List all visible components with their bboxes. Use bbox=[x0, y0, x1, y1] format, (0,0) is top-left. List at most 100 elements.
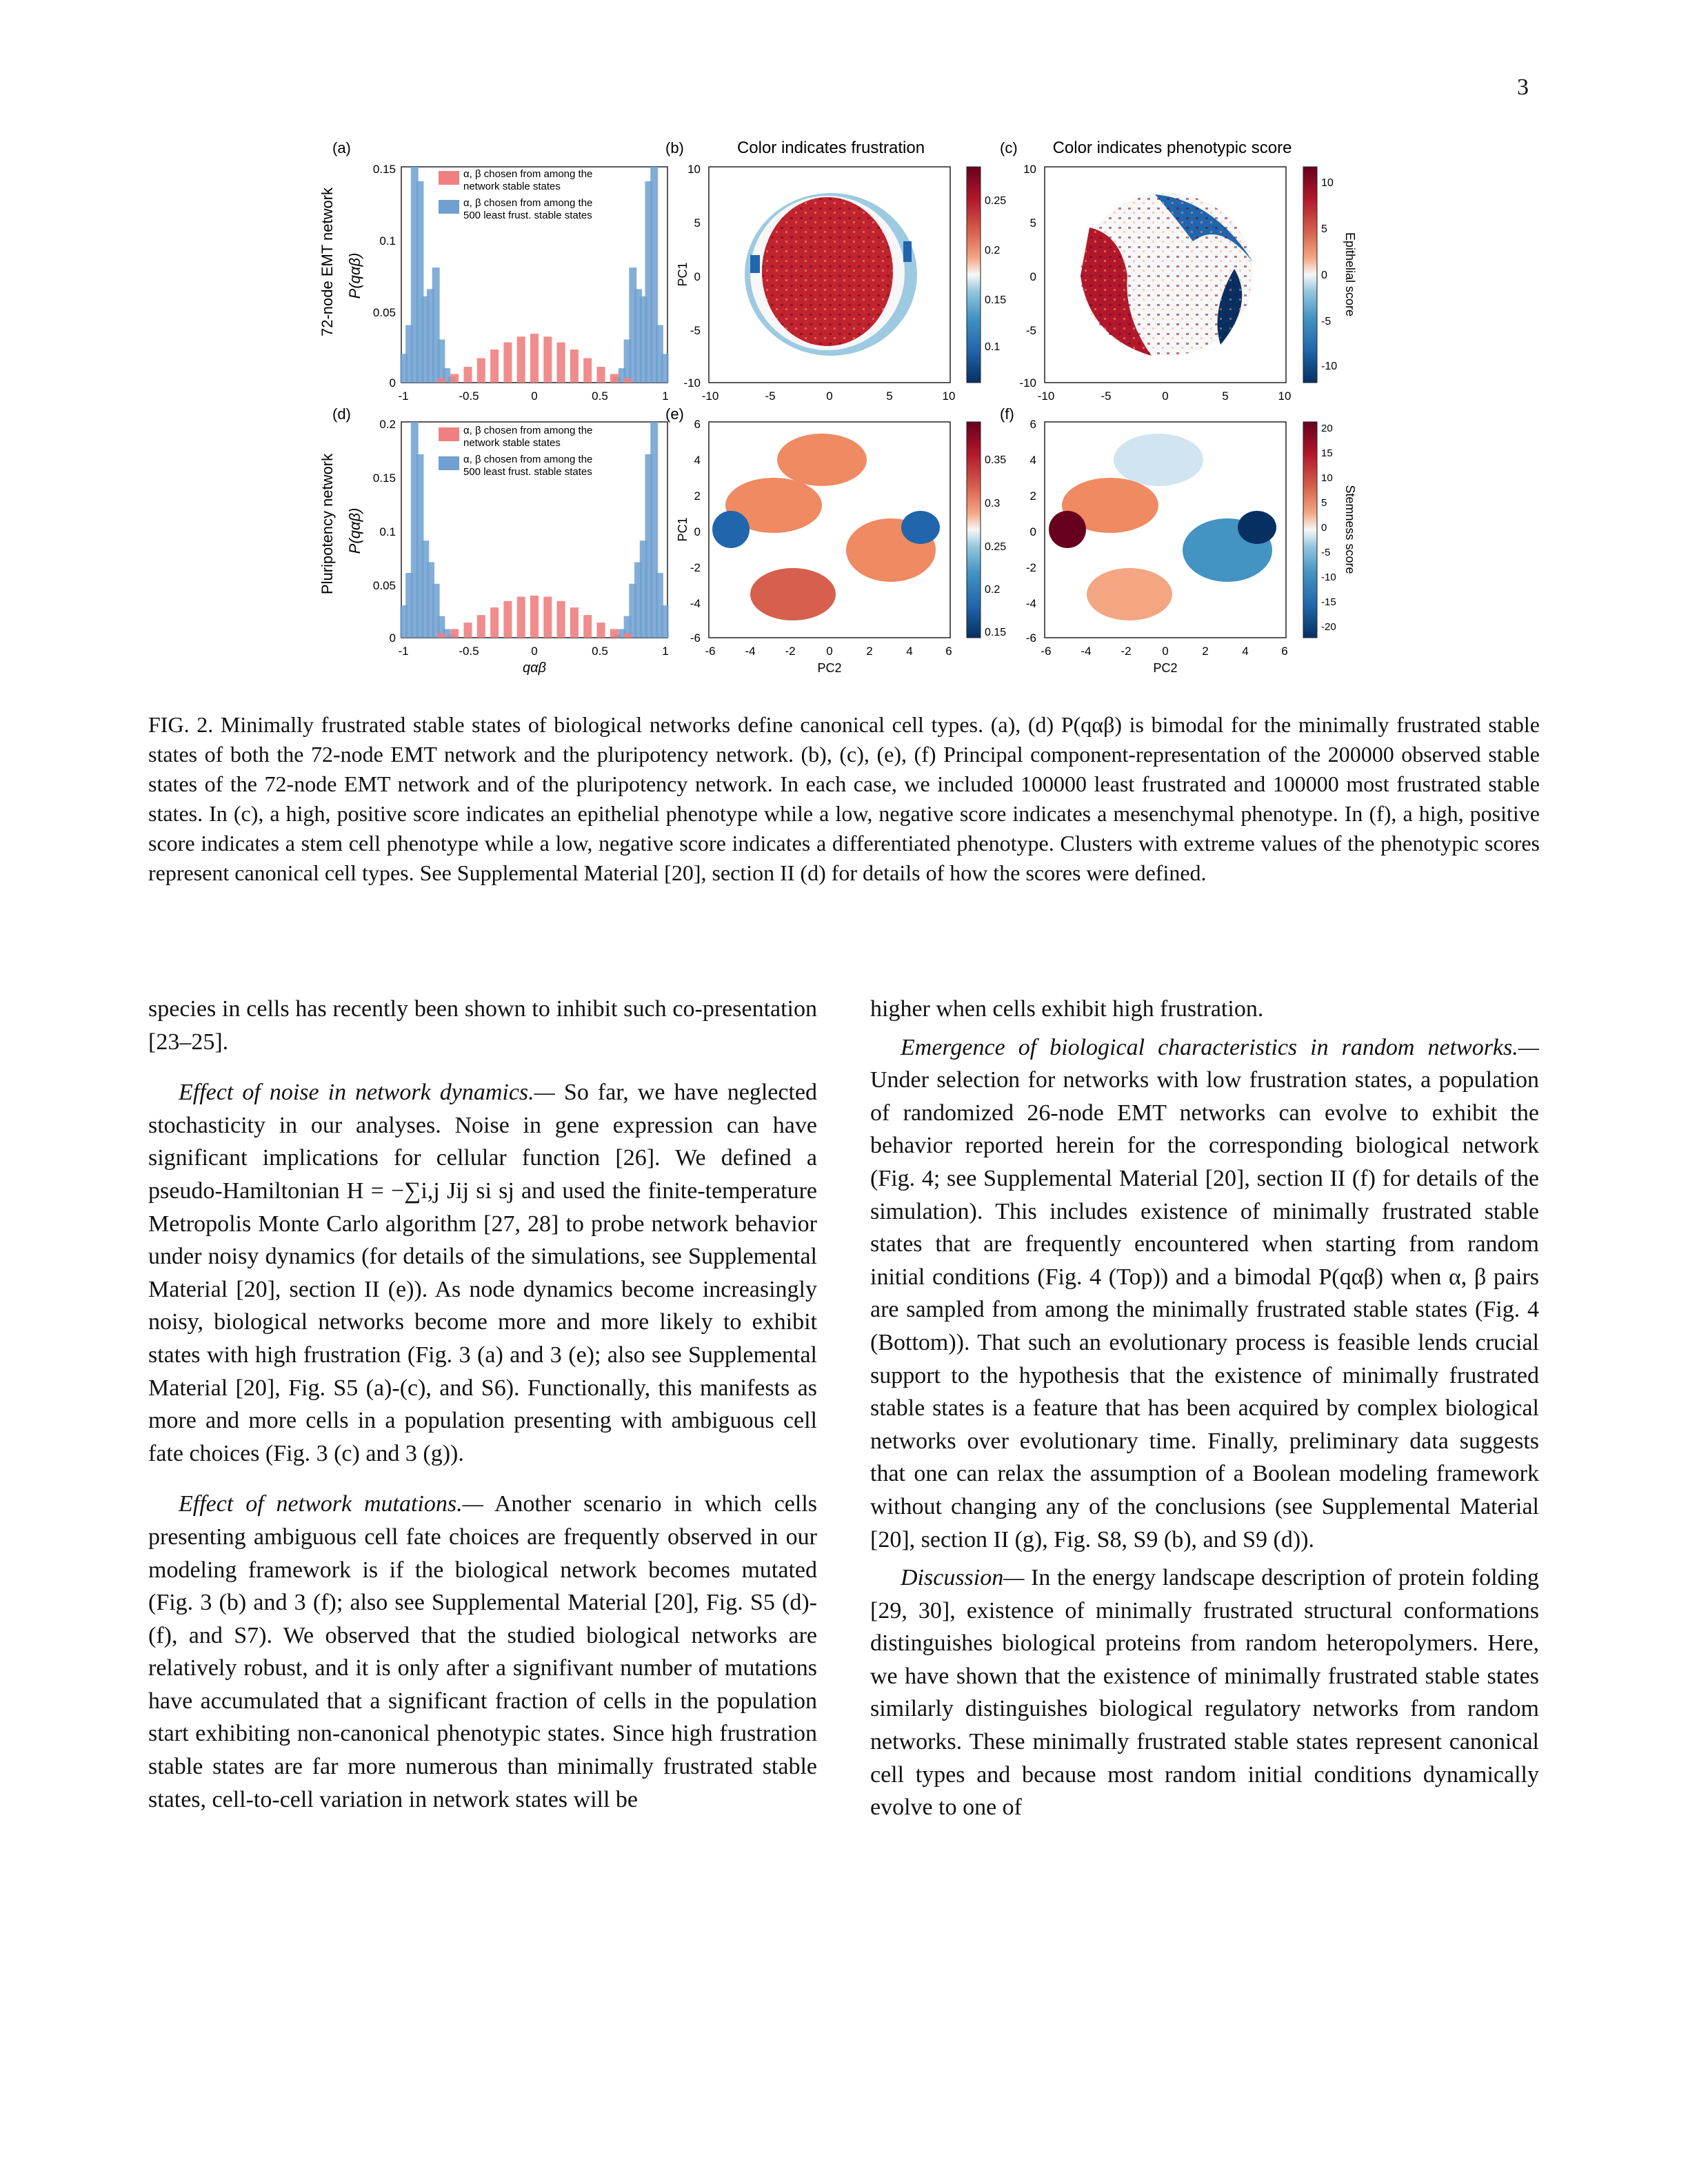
bar-network-states bbox=[436, 633, 445, 638]
legend-blue-swatch bbox=[439, 456, 459, 470]
colorbar-e-tick: 0.2 bbox=[985, 584, 1000, 596]
bar-least-frustrated bbox=[410, 167, 419, 383]
bar-least-frustrated bbox=[629, 267, 637, 383]
pca-b-xtick: 5 bbox=[886, 390, 892, 403]
colorbar-c-tick: 0 bbox=[1321, 270, 1327, 281]
pca-c-ytick: 5 bbox=[1030, 216, 1036, 230]
paragraph-body: Another scenario in which cells presenti… bbox=[148, 1491, 817, 1812]
colorbar-f-tick: -5 bbox=[1321, 547, 1330, 558]
legend-blue-line1: α, β chosen from among the bbox=[463, 197, 592, 209]
pca-b-ytick: 0 bbox=[694, 270, 701, 283]
panel-label-a: (a) bbox=[332, 139, 351, 156]
bar-least-frustrated bbox=[639, 296, 647, 383]
hist-a-xtick: -1 bbox=[398, 390, 408, 403]
bar-network-states bbox=[503, 342, 512, 383]
bar-least-frustrated bbox=[400, 354, 408, 383]
paragraph-lead: Effect of noise in network dynamics.— bbox=[179, 1080, 555, 1106]
pca-e-xtick: -6 bbox=[705, 645, 715, 658]
panel-label-d: (d) bbox=[332, 405, 351, 423]
bar-network-states bbox=[610, 374, 619, 383]
hist-d-xtick: -0.5 bbox=[459, 645, 479, 658]
pca-c-xtick: -10 bbox=[1038, 390, 1055, 403]
bar-least-frustrated bbox=[639, 540, 647, 638]
hist-a-xtick: 0 bbox=[531, 390, 537, 403]
pca-f-ytick: 2 bbox=[1030, 489, 1036, 503]
colorbar-c-tick: -5 bbox=[1321, 316, 1331, 327]
pca-c-ytick: 10 bbox=[1023, 163, 1036, 176]
pca-e-cluster-blue bbox=[712, 511, 750, 548]
legend-red-line2: network stable states bbox=[463, 437, 561, 449]
pca-e-cluster-blue bbox=[901, 511, 940, 544]
paragraph-body: So far, we have neglected stochasticity … bbox=[148, 1080, 817, 1466]
pca-b-xtick: 0 bbox=[826, 390, 832, 403]
pca-e-ytick: -2 bbox=[690, 561, 701, 574]
bar-network-states bbox=[543, 596, 552, 638]
hist-d-ytick: 0.15 bbox=[373, 472, 396, 485]
colorbar-f-tick: 0 bbox=[1321, 522, 1327, 534]
bar-least-frustrated bbox=[661, 605, 669, 638]
row-label-pluripotency: Pluripotency network bbox=[319, 453, 336, 594]
panel-c-title: Color indicates phenotypic score bbox=[1053, 139, 1292, 157]
bar-least-frustrated bbox=[443, 629, 451, 638]
bar-least-frustrated bbox=[432, 267, 440, 383]
colorbar-f-tick: 10 bbox=[1321, 472, 1333, 484]
right-column: higher when cells exhibit high frustrati… bbox=[870, 993, 1539, 1842]
bar-network-states bbox=[596, 367, 605, 383]
bar-least-frustrated bbox=[650, 422, 659, 638]
colorbar-f-tick: -10 bbox=[1321, 572, 1336, 583]
bar-network-states bbox=[570, 607, 579, 638]
bar-network-states bbox=[570, 350, 579, 383]
pca-c-ytick: -10 bbox=[1019, 376, 1036, 390]
hist-a-ytick: 0.05 bbox=[373, 306, 396, 319]
pca-b: 10 5 0 -5 -10 -10 -5 0 5 10 PC1 0.25 0.2… bbox=[676, 163, 1006, 403]
bar-least-frustrated bbox=[618, 368, 626, 383]
hist-a-ytick: 0.15 bbox=[373, 163, 396, 176]
pca-f-cluster bbox=[1114, 434, 1203, 486]
bar-least-frustrated bbox=[655, 573, 663, 638]
bar-least-frustrated bbox=[437, 339, 445, 383]
paragraph-lead: Emergence of biological characteristics … bbox=[901, 1034, 1539, 1060]
bar-least-frustrated bbox=[618, 629, 626, 638]
pca-f-xtick: 6 bbox=[1281, 645, 1287, 658]
bar-network-states bbox=[556, 600, 565, 638]
paragraph-lead: Discussion— bbox=[901, 1565, 1025, 1591]
hist-d-xtick: 1 bbox=[662, 645, 668, 658]
colorbar-c-tick: -10 bbox=[1321, 361, 1337, 372]
bar-network-states bbox=[530, 595, 539, 638]
pca-c-xtick: -5 bbox=[1101, 390, 1111, 403]
pca-e-xtick: -4 bbox=[745, 645, 755, 658]
pca-e-cluster bbox=[777, 434, 867, 486]
bar-least-frustrated bbox=[661, 354, 669, 383]
colorbar-f-tick: -15 bbox=[1321, 596, 1336, 608]
legend-red-line1: α, β chosen from among the bbox=[463, 168, 592, 180]
pca-e-xtick: 4 bbox=[906, 645, 912, 658]
pca-e-xtick: -2 bbox=[785, 645, 795, 658]
bar-network-states bbox=[543, 336, 552, 383]
bar-least-frustrated bbox=[634, 289, 643, 383]
bar-least-frustrated bbox=[410, 422, 419, 638]
bar-network-states bbox=[623, 633, 632, 638]
colorbar-e-tick: 0.15 bbox=[985, 627, 1006, 638]
hist-d-ytick: 0.1 bbox=[379, 525, 396, 538]
bar-least-frustrated bbox=[416, 181, 424, 383]
figure-canvas: 72-node EMT network Pluripotency network… bbox=[319, 139, 1357, 676]
hist-d: 0.2 0.15 0.1 0.05 0 -1 -0.5 0 0.5 1 qαβ … bbox=[346, 418, 669, 676]
bar-network-states bbox=[556, 342, 565, 383]
bar-network-states bbox=[596, 623, 605, 638]
bar-network-states bbox=[503, 600, 512, 638]
page-number: 3 bbox=[1517, 74, 1529, 100]
hist-a-ytick: 0 bbox=[390, 376, 396, 390]
bar-network-states bbox=[450, 629, 459, 638]
bar-network-states bbox=[516, 336, 525, 383]
left-column: species in cells has recently been shown… bbox=[148, 993, 817, 1834]
pca-f-cluster-red bbox=[1049, 511, 1086, 548]
hist-a: 0.15 0.1 0.05 0 -1 -0.5 0 0.5 1 P(qαβ) α… bbox=[346, 163, 669, 403]
bar-network-states bbox=[490, 350, 499, 383]
bar-network-states bbox=[463, 367, 472, 383]
pca-f-xlabel: PC2 bbox=[1153, 661, 1177, 675]
pca-e-xtick: 0 bbox=[826, 645, 832, 658]
pca-f-ytick: -4 bbox=[1026, 597, 1036, 610]
pca-f-xtick: -2 bbox=[1121, 645, 1131, 658]
colorbar-f-tick: 15 bbox=[1321, 447, 1333, 459]
bar-least-frustrated bbox=[437, 616, 445, 638]
